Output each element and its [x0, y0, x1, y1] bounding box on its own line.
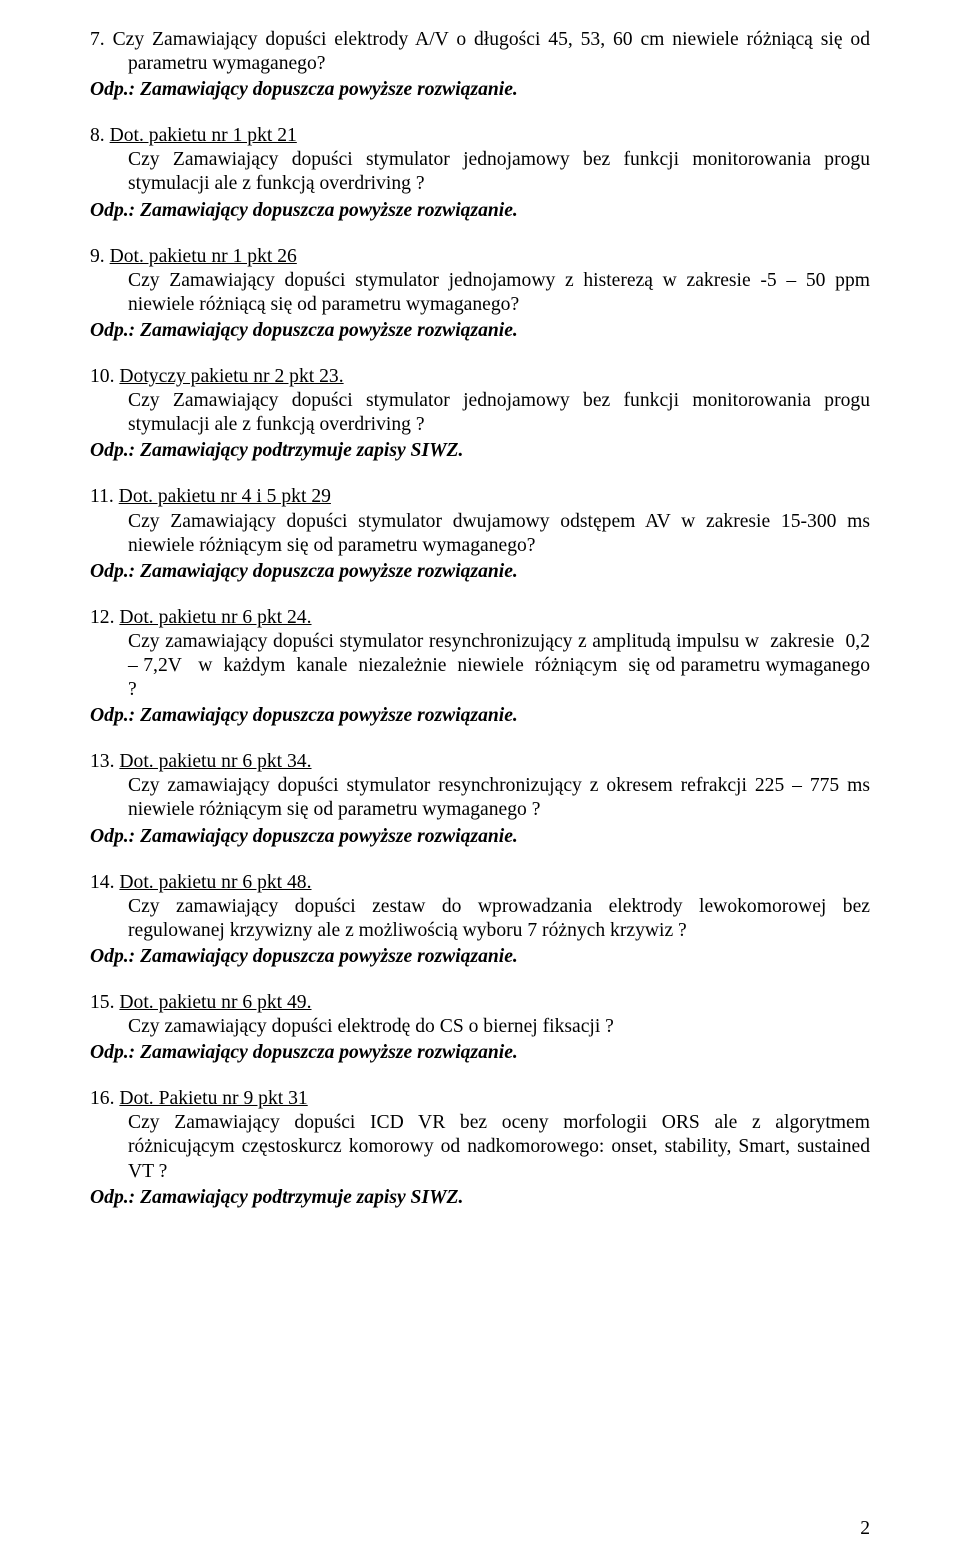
answer-text: Odp.: Zamawiający dopuszcza powyższe roz…	[90, 945, 870, 969]
question-text: Czy Zamawiający dopuści stymulator jedno…	[90, 389, 870, 437]
item-title: Dotyczy pakietu nr 2 pkt 23.	[119, 366, 343, 387]
question-text: Czy Zamawiający dopuści elektrody A/V o …	[113, 29, 870, 74]
qa-item: 12. Dot. pakietu nr 6 pkt 24. Czy zamawi…	[90, 606, 870, 728]
question-text: Czy Zamawiający dopuści stymulator jedno…	[90, 148, 870, 196]
item-number: 13.	[90, 751, 115, 772]
answer-text: Odp.: Zamawiający dopuszcza powyższe roz…	[90, 78, 870, 102]
item-title: Dot. pakietu nr 1 pkt 21	[110, 125, 297, 146]
answer-text: Odp.: Zamawiający dopuszcza powyższe roz…	[90, 704, 870, 728]
item-number: 14.	[90, 872, 115, 893]
qa-item: 9. Dot. pakietu nr 1 pkt 26 Czy Zamawiaj…	[90, 245, 870, 343]
answer-text: Odp.: Zamawiający dopuszcza powyższe roz…	[90, 199, 870, 223]
title-line: 12. Dot. pakietu nr 6 pkt 24.	[90, 606, 870, 630]
title-line: 11. Dot. pakietu nr 4 i 5 pkt 29	[90, 485, 870, 509]
qa-item: 13. Dot. pakietu nr 6 pkt 34. Czy zamawi…	[90, 750, 870, 848]
question-text: Czy Zamawiający dopuści stymulator dwuja…	[90, 510, 870, 558]
item-number: 15.	[90, 992, 115, 1013]
qa-item: 11. Dot. pakietu nr 4 i 5 pkt 29 Czy Zam…	[90, 485, 870, 583]
item-title: Dot. Pakietu nr 9 pkt 31	[119, 1088, 307, 1109]
item-number: 12.	[90, 607, 115, 628]
title-line: 14. Dot. pakietu nr 6 pkt 48.	[90, 871, 870, 895]
answer-text: Odp.: Zamawiający podtrzymuje zapisy SIW…	[90, 439, 870, 463]
item-number: 11.	[90, 486, 114, 507]
item-number: 10.	[90, 366, 115, 387]
title-line: 9. Dot. pakietu nr 1 pkt 26	[90, 245, 870, 269]
question-text: Czy Zamawiający dopuści stymulator jedno…	[90, 269, 870, 317]
qa-item: 15. Dot. pakietu nr 6 pkt 49. Czy zamawi…	[90, 991, 870, 1065]
title-line: 10. Dotyczy pakietu nr 2 pkt 23.	[90, 365, 870, 389]
question-text: Czy zamawiający dopuści stymulator resyn…	[90, 774, 870, 822]
title-line: 8. Dot. pakietu nr 1 pkt 21	[90, 124, 870, 148]
title-line: 13. Dot. pakietu nr 6 pkt 34.	[90, 750, 870, 774]
question-text: Czy zamawiający dopuści stymulator resyn…	[90, 630, 870, 702]
page-number: 2	[860, 1517, 870, 1541]
question-line: 7. Czy Zamawiający dopuści elektrody A/V…	[90, 28, 870, 76]
item-title: Dot. pakietu nr 4 i 5 pkt 29	[119, 486, 331, 507]
question-text: Czy zamawiający dopuści elektrodę do CS …	[90, 1015, 870, 1039]
item-title: Dot. pakietu nr 1 pkt 26	[110, 246, 297, 267]
answer-text: Odp.: Zamawiający dopuszcza powyższe roz…	[90, 560, 870, 584]
answer-text: Odp.: Zamawiający dopuszcza powyższe roz…	[90, 825, 870, 849]
qa-item: 16. Dot. Pakietu nr 9 pkt 31 Czy Zamawia…	[90, 1087, 870, 1209]
qa-item: 7. Czy Zamawiający dopuści elektrody A/V…	[90, 28, 870, 102]
item-number: 16.	[90, 1088, 115, 1109]
qa-item: 10. Dotyczy pakietu nr 2 pkt 23. Czy Zam…	[90, 365, 870, 463]
answer-text: Odp.: Zamawiający dopuszcza powyższe roz…	[90, 1041, 870, 1065]
item-number: 7.	[90, 29, 105, 50]
item-title: Dot. pakietu nr 6 pkt 48.	[119, 872, 311, 893]
item-number: 9.	[90, 246, 105, 267]
qa-item: 14. Dot. pakietu nr 6 pkt 48. Czy zamawi…	[90, 871, 870, 969]
item-number: 8.	[90, 125, 105, 146]
question-text: Czy Zamawiający dopuści ICD VR bez oceny…	[90, 1111, 870, 1183]
qa-item: 8. Dot. pakietu nr 1 pkt 21 Czy Zamawiaj…	[90, 124, 870, 222]
title-line: 15. Dot. pakietu nr 6 pkt 49.	[90, 991, 870, 1015]
title-line: 16. Dot. Pakietu nr 9 pkt 31	[90, 1087, 870, 1111]
document-page: 7. Czy Zamawiający dopuści elektrody A/V…	[0, 0, 960, 1559]
answer-text: Odp.: Zamawiający dopuszcza powyższe roz…	[90, 319, 870, 343]
item-title: Dot. pakietu nr 6 pkt 49.	[119, 992, 311, 1013]
answer-text: Odp.: Zamawiający podtrzymuje zapisy SIW…	[90, 1186, 870, 1210]
question-text: Czy zamawiający dopuści zestaw do wprowa…	[90, 895, 870, 943]
item-title: Dot. pakietu nr 6 pkt 24.	[119, 607, 311, 628]
item-title: Dot. pakietu nr 6 pkt 34.	[119, 751, 311, 772]
